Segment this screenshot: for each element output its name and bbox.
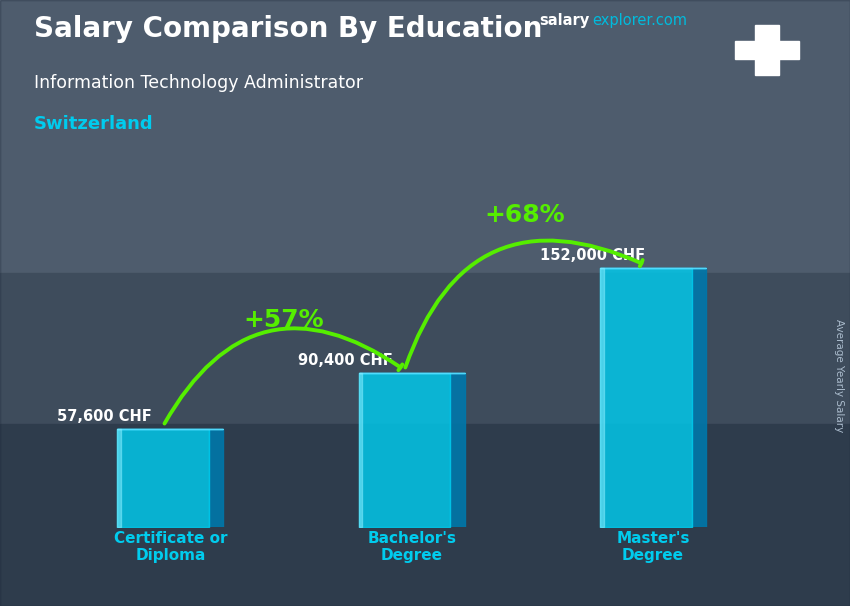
Text: Information Technology Administrator: Information Technology Administrator [34, 74, 363, 92]
Text: 57,600 CHF: 57,600 CHF [57, 409, 152, 424]
Bar [0, 424, 850, 606]
Bar [0, 273, 850, 424]
Bar [0, 0, 850, 273]
Text: Switzerland: Switzerland [34, 115, 154, 133]
Text: Certificate or
Diploma: Certificate or Diploma [114, 531, 227, 563]
Text: +57%: +57% [243, 308, 324, 331]
Polygon shape [692, 268, 706, 527]
Bar [756, 25, 779, 75]
Text: Salary Comparison By Education: Salary Comparison By Education [34, 15, 542, 43]
Text: +68%: +68% [484, 203, 565, 227]
Text: explorer.com: explorer.com [592, 13, 688, 28]
Text: 152,000 CHF: 152,000 CHF [540, 248, 644, 263]
Bar [735, 41, 799, 59]
Text: Bachelor's
Degree: Bachelor's Degree [367, 531, 456, 563]
Text: salary: salary [540, 13, 590, 28]
Text: Master's
Degree: Master's Degree [616, 531, 689, 563]
Text: Average Yearly Salary: Average Yearly Salary [834, 319, 844, 432]
Text: 90,400 CHF: 90,400 CHF [298, 353, 393, 368]
Polygon shape [450, 373, 465, 527]
Polygon shape [209, 429, 224, 527]
